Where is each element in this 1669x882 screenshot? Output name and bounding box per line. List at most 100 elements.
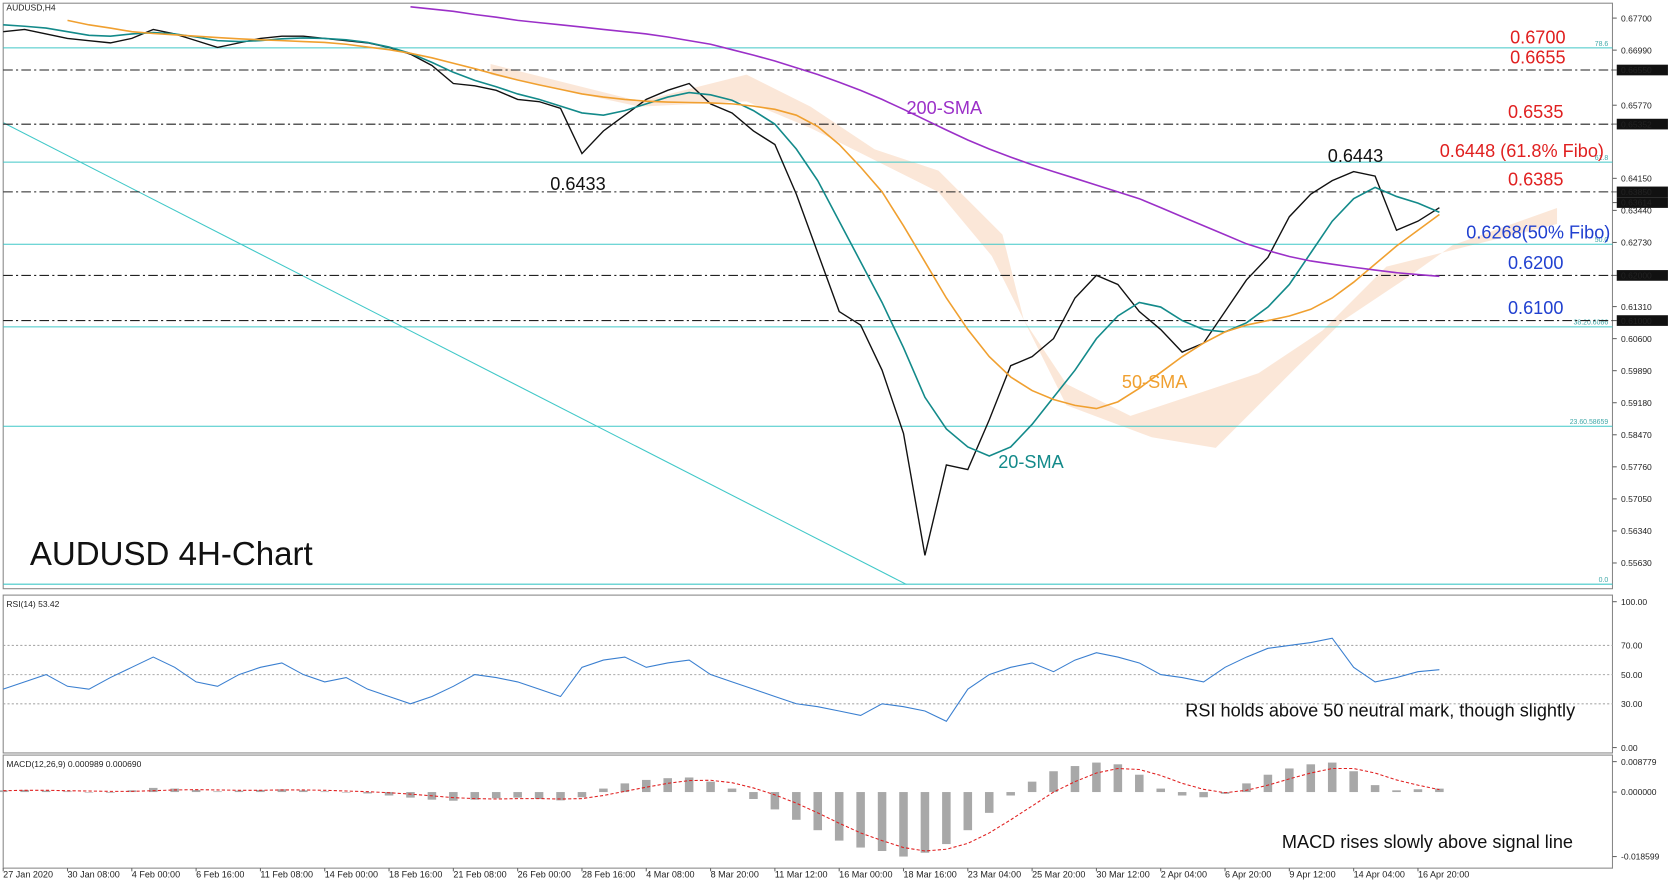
x-tick-label: 28 Feb 16:00 [582,870,635,880]
macd-bar [1135,774,1144,793]
macd-bar [856,792,865,848]
y-tick-label: 0.66990 [1621,45,1652,55]
macd-bar [599,788,608,793]
macd-bar [1435,788,1444,793]
macd-bar [1349,771,1358,793]
macd-tick-label: -0.018599 [1621,852,1660,862]
macd-bar [148,787,158,793]
y-tick-label: 0.60600 [1621,334,1652,344]
macd-bar [534,792,544,799]
series-line [67,19,1440,410]
macd-bar [213,791,222,793]
y-tick-label: 0.63614 [1621,198,1652,208]
rsi-tick-label: 50.00 [1621,670,1643,680]
y-tick-label: 0.57760 [1621,462,1652,472]
macd-bar [320,791,330,793]
y-tick-label: 0.61000 [1621,316,1652,326]
macd-bar [1242,783,1251,793]
x-tick-label: 2 Apr 04:00 [1161,870,1207,880]
macd-bar [942,792,951,845]
x-tick-label: 23 Mar 04:00 [968,870,1021,880]
macd-bar [706,781,715,793]
level-label: 0.6200 [1508,253,1563,273]
level-label: 0.6535 [1508,102,1563,122]
macd-bar [1263,774,1273,793]
price-marker-box [1616,64,1668,76]
macd-bar [642,779,651,793]
macd-bar [920,792,930,853]
macd-bar [684,777,694,793]
macd-bar [577,792,587,798]
fibo-level-label: 50.0 [1595,237,1609,244]
price-marker-box [1616,270,1668,281]
x-tick-label: 18 Feb 16:00 [389,870,442,880]
y-tick-label: 0.65770 [1621,100,1652,110]
macd-note: MACD rises slowly above signal line [1282,832,1573,852]
rsi-note: RSI holds above 50 neutral mark, though … [1185,701,1576,721]
macd-bar [984,792,994,813]
rsi-tick-label: 30.00 [1621,699,1643,709]
macd-bar [1199,792,1208,798]
rsi-tick-label: 0.00 [1621,743,1638,753]
macd-bar [41,790,51,793]
x-tick-label: 16 Mar 00:00 [839,870,892,880]
macd-bar [963,792,973,831]
x-tick-label: 6 Feb 16:00 [196,870,244,880]
macd-bar [1092,762,1101,793]
main-panel-frame [2,2,1614,590]
macd-bar [663,778,672,793]
macd-bar [20,789,29,793]
macd-bar [1327,762,1337,793]
macd-bar [727,788,737,793]
level-label: 0.6268(50% Fibo) [1466,222,1610,242]
x-tick-label: 14 Apr 04:00 [1354,870,1405,880]
macd-bar [877,792,887,852]
price-marker-box [1616,118,1668,130]
x-tick-label: 14 Feb 00:00 [325,870,378,880]
x-tick-label: 4 Feb 00:00 [132,870,180,880]
x-tick-label: 16 Apr 20:00 [1418,870,1469,880]
macd-bar [191,789,201,793]
macd-signal-line [3,767,1440,852]
symbol-label: AUDUSD,H4 [6,3,55,13]
macd-bar [256,789,265,793]
macd-bar [63,791,72,793]
macd-bar [1156,788,1165,793]
y-tick-label: 0.58470 [1621,430,1652,440]
fibo-level-label: 38.20.6086 [1574,320,1609,327]
y-tick-label: 0.61310 [1621,302,1652,312]
level-label: 0.6448 (61.8% Fibo) [1440,141,1604,161]
x-tick-label: 11 Mar 12:00 [775,870,828,880]
macd-bar [1306,764,1316,793]
y-tick-label: 0.55630 [1621,558,1652,568]
macd-panel-frame [2,754,1614,869]
macd-bar [834,792,844,841]
macd-bar [1285,768,1294,793]
macd-bar [1027,781,1037,793]
annotation: 200-SMA [906,98,982,118]
annotation: 50-SMA [1122,372,1188,392]
fibo-level-label: 23.60.58659 [1570,419,1609,426]
y-tick-label: 0.59180 [1621,398,1652,408]
x-tick-label: 8 Mar 20:00 [711,870,759,880]
y-tick-label: 0.62730 [1621,238,1652,248]
macd-tick-label: 0.000000 [1621,787,1657,797]
x-tick-label: 9 Apr 12:00 [1289,870,1335,880]
y-tick-label: 0.63440 [1621,206,1652,216]
x-tick-label: 27 Jan 2020 [3,870,53,880]
x-tick-label: 25 Mar 20:00 [1032,870,1085,880]
macd-bar [234,790,244,793]
macd-bar [1370,785,1380,793]
macd-bar [384,792,394,796]
y-tick-label: 0.56340 [1621,526,1652,536]
rsi-panel-frame [2,594,1614,754]
level-label: 0.6655 [1510,48,1565,68]
x-tick-label: 18 Mar 16:00 [903,870,956,880]
price-marker-box [1616,186,1668,198]
annotation: 0.6433 [550,174,605,194]
x-tick-label: 26 Feb 00:00 [518,870,571,880]
fibo-level-label: 78.6 [1595,41,1609,48]
rsi-tick-label: 70.00 [1621,641,1643,651]
y-tick-label: 0.62000 [1621,271,1652,281]
